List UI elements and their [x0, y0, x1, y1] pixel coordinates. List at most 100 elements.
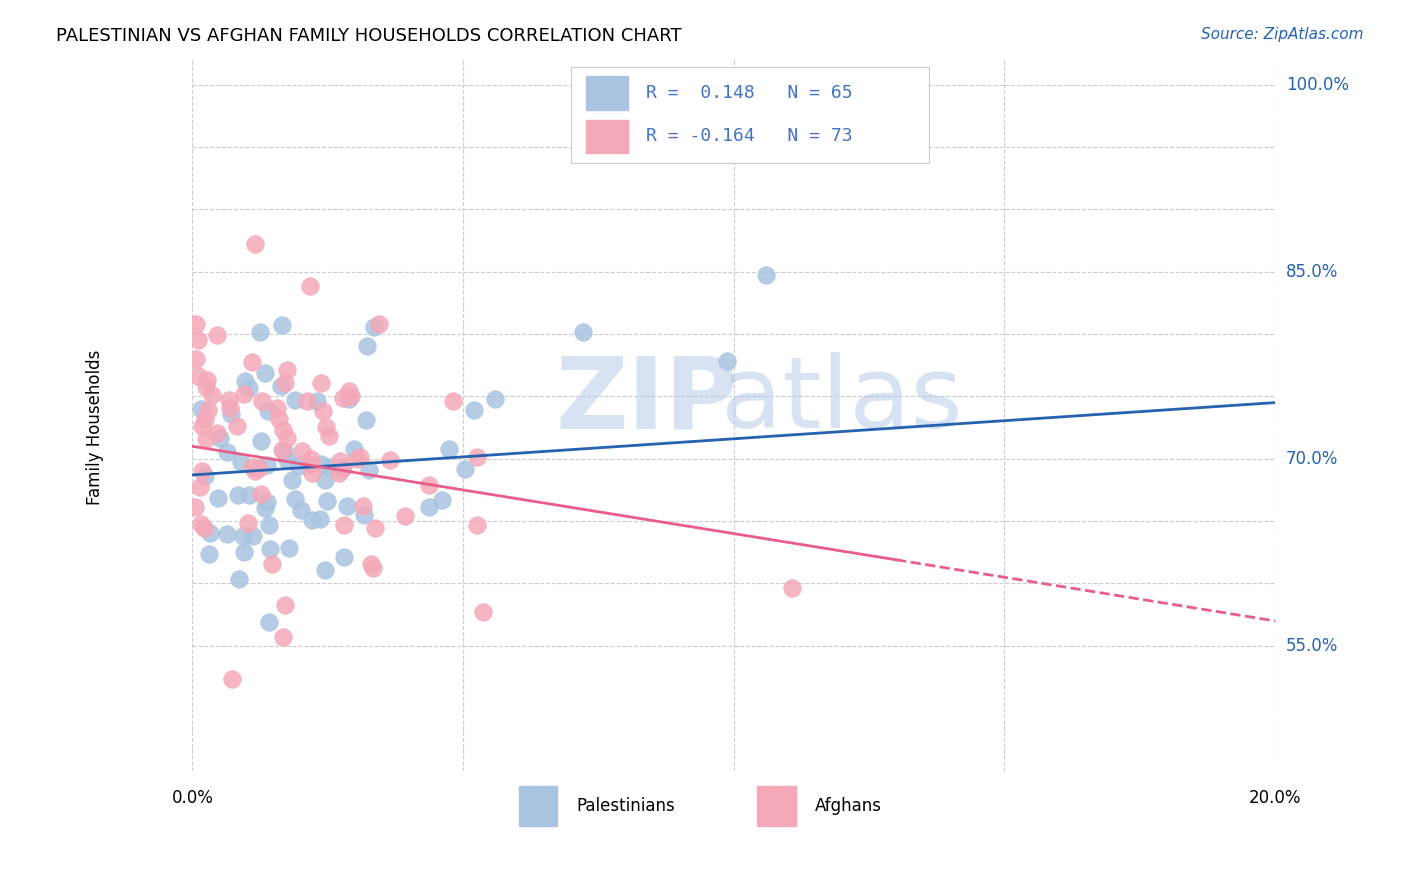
Point [226, 488, 249, 502]
Point [354, 413, 377, 427]
Point [243, 237, 266, 252]
Point [190, 464, 212, 478]
Point [301, 513, 323, 527]
Point [311, 403, 333, 417]
Point [299, 458, 322, 472]
Point [195, 373, 218, 387]
Text: 85.0%: 85.0% [1285, 262, 1339, 281]
Point [309, 457, 332, 471]
Point [236, 516, 259, 530]
Point [187, 333, 209, 347]
Point [315, 419, 337, 434]
Point [336, 499, 359, 513]
Point [201, 388, 224, 402]
Point [221, 407, 243, 421]
Text: 55.0%: 55.0% [1285, 637, 1339, 655]
Point [318, 460, 340, 475]
Point [316, 494, 339, 508]
Point [208, 431, 231, 445]
Point [332, 392, 354, 406]
Point [256, 458, 278, 472]
Text: ZIP: ZIP [555, 352, 738, 450]
Point [280, 473, 302, 487]
Point [253, 500, 276, 515]
Point [572, 326, 595, 340]
Point [298, 278, 321, 293]
Point [453, 461, 475, 475]
Point [245, 464, 267, 478]
Point [198, 526, 221, 541]
Point [259, 541, 281, 556]
Point [219, 401, 242, 415]
Point [360, 557, 382, 571]
Point [232, 528, 254, 542]
Point [184, 352, 207, 367]
Point [288, 458, 311, 473]
Point [332, 460, 354, 475]
Point [291, 443, 314, 458]
Point [465, 517, 488, 532]
Point [357, 463, 380, 477]
Point [364, 521, 387, 535]
Point [363, 320, 385, 334]
Point [328, 466, 350, 480]
Point [269, 412, 291, 426]
Text: PALESTINIAN VS AFGHAN FAMILY HOUSEHOLDS CORRELATION CHART: PALESTINIAN VS AFGHAN FAMILY HOUSEHOLDS … [56, 27, 682, 45]
Point [256, 404, 278, 418]
Point [441, 394, 464, 409]
Point [240, 459, 263, 474]
Point [247, 461, 270, 475]
Point [193, 521, 215, 535]
Point [343, 442, 366, 457]
Point [242, 529, 264, 543]
Point [484, 392, 506, 406]
Text: 70.0%: 70.0% [1285, 450, 1339, 467]
Point [188, 480, 211, 494]
Point [195, 380, 218, 394]
Point [307, 394, 329, 409]
Point [352, 499, 374, 513]
Point [233, 545, 256, 559]
Point [259, 615, 281, 630]
Point [231, 454, 253, 468]
Point [337, 384, 360, 399]
Point [311, 376, 333, 390]
Point [249, 487, 271, 501]
Point [337, 392, 360, 407]
Point [356, 339, 378, 353]
Point [266, 401, 288, 416]
Point [418, 478, 440, 492]
Point [276, 452, 298, 467]
Point [309, 511, 332, 525]
Point [270, 318, 292, 333]
Point [190, 516, 212, 531]
Point [250, 393, 273, 408]
Point [333, 518, 356, 533]
Point [250, 434, 273, 448]
Point [284, 393, 307, 408]
Point [782, 581, 804, 595]
Point [330, 462, 353, 476]
Point [361, 561, 384, 575]
Point [755, 268, 778, 282]
Point [716, 354, 738, 368]
Point [195, 433, 218, 447]
Point [276, 431, 298, 445]
Point [190, 402, 212, 417]
Point [238, 488, 260, 502]
Point [207, 491, 229, 505]
Point [329, 454, 352, 468]
Point [274, 376, 297, 391]
Point [194, 411, 217, 425]
Point [187, 369, 209, 384]
Point [218, 392, 240, 407]
Point [233, 386, 256, 401]
Point [191, 418, 214, 433]
Point [367, 317, 389, 331]
Point [197, 403, 219, 417]
Point [472, 605, 495, 619]
Point [284, 491, 307, 506]
Point [198, 547, 221, 561]
Point [314, 473, 336, 487]
Point [314, 563, 336, 577]
